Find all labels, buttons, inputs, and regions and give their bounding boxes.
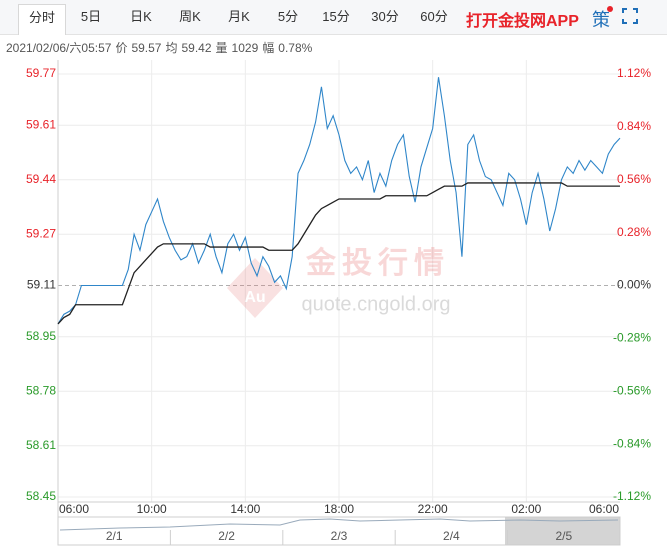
y2-tick-label: 1.12% bbox=[617, 66, 651, 80]
y-tick-label: 58.45 bbox=[26, 489, 56, 503]
tab[interactable]: 15分 bbox=[322, 9, 350, 24]
tab[interactable]: 60分 bbox=[420, 9, 448, 24]
fullscreen-icon[interactable] bbox=[622, 8, 638, 24]
x-tick-label: 14:00 bbox=[230, 502, 260, 516]
y2-tick-label: -0.56% bbox=[613, 383, 651, 397]
watermark-logo: Au bbox=[227, 258, 283, 318]
x-tick-label: 02:00 bbox=[511, 502, 541, 516]
navigator-label: 2/4 bbox=[443, 529, 460, 543]
tab[interactable]: 5日 bbox=[80, 9, 102, 24]
navigator-label: 2/1 bbox=[106, 529, 123, 543]
y-tick-label: 58.78 bbox=[26, 383, 56, 397]
badge-dot bbox=[607, 6, 613, 12]
x-tick-label: 18:00 bbox=[324, 502, 354, 516]
x-tick-label: 10:00 bbox=[137, 502, 167, 516]
y2-tick-label: 0.00% bbox=[617, 278, 651, 292]
x-tick-label: 06:00 bbox=[589, 502, 619, 516]
navigator bbox=[57, 516, 621, 546]
info-label: 幅 bbox=[262, 41, 275, 55]
y2-tick-label: -0.28% bbox=[613, 331, 651, 345]
tab[interactable]: 周K bbox=[179, 9, 201, 24]
tab[interactable]: 5分 bbox=[277, 9, 299, 24]
y2-tick-label: 0.56% bbox=[617, 172, 651, 186]
tab-bar: 分时 5日 日K 周K 月K 5分 15分 30分 60分 bbox=[0, 0, 667, 35]
app-link[interactable]: 打开金投网APP bbox=[466, 13, 579, 30]
info-value: 59.42 bbox=[181, 41, 212, 55]
strategy-icon[interactable]: 策 bbox=[592, 10, 610, 30]
y-tick-label: 59.44 bbox=[26, 172, 56, 186]
y2-tick-label: 0.28% bbox=[617, 225, 651, 239]
average-line bbox=[57, 182, 620, 325]
tab[interactable]: 分时 bbox=[18, 4, 66, 35]
info-line: 2021/02/06/六05:57 价 59.57 均 59.42 量 1029 幅 0.78% bbox=[6, 39, 316, 56]
y2-tick-label: 0.84% bbox=[617, 119, 651, 133]
y-tick-label: 59.11 bbox=[27, 278, 56, 292]
navigator-label: 2/5 bbox=[555, 529, 572, 543]
y-tick-label: 58.61 bbox=[26, 438, 56, 452]
chart: Au 金投行情 quote.cngold.org 59.77 1.12% 59.61… bbox=[26, 60, 651, 546]
y2-tick-label: -0.84% bbox=[613, 436, 651, 450]
y-tick-label: 59.77 bbox=[26, 66, 56, 80]
watermark-logo-text: Au bbox=[244, 289, 265, 306]
tab[interactable]: 日K bbox=[130, 9, 152, 24]
price-line bbox=[57, 77, 621, 325]
info-value: 1029 bbox=[231, 41, 259, 55]
info-label: 均 bbox=[165, 41, 178, 55]
info-value: 0.78% bbox=[278, 41, 313, 55]
y2-tick-label: -1.12% bbox=[613, 489, 651, 503]
watermark-url: quote.cngold.org bbox=[301, 293, 450, 315]
info-label: 价 bbox=[115, 41, 128, 55]
x-tick-label: 06:00 bbox=[59, 502, 89, 516]
info-label: 量 bbox=[215, 41, 228, 55]
y-tick-label: 58.95 bbox=[26, 329, 56, 343]
y-tick-label: 59.27 bbox=[26, 226, 56, 240]
navigator-label: 2/2 bbox=[218, 529, 235, 543]
info-datetime: 2021/02/06/六05:57 bbox=[6, 41, 112, 55]
info-value: 59.57 bbox=[131, 41, 162, 55]
navigator-label: 2/3 bbox=[331, 529, 348, 543]
y-tick-label: 59.61 bbox=[26, 117, 56, 131]
x-tick-label: 22:00 bbox=[418, 502, 448, 516]
tab[interactable]: 月K bbox=[228, 9, 250, 24]
tab[interactable]: 30分 bbox=[371, 9, 399, 24]
watermark-title: 金投行情 bbox=[305, 246, 450, 280]
